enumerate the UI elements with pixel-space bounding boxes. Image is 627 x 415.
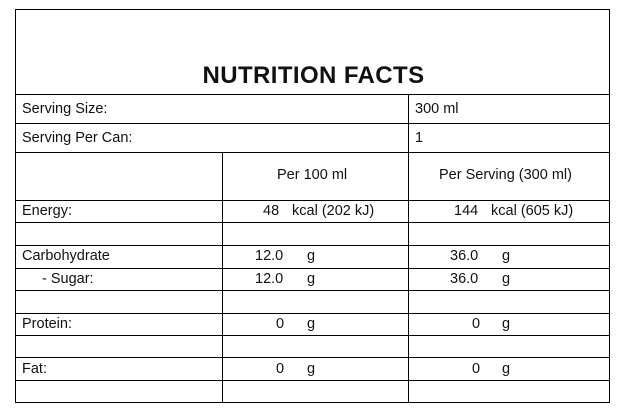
sugar-per-100-unit: g: [307, 271, 316, 287]
column-divider: [408, 152, 409, 403]
fat-per-100-unit: g: [307, 361, 316, 377]
energy-label: Energy:: [22, 203, 72, 219]
energy-per-100-unit: kcal (202 kJ): [292, 203, 375, 219]
energy-per-100-value: 48: [263, 203, 280, 219]
column-header-per-100: Per 100 ml: [277, 167, 348, 183]
protein-per-serving-value: 0: [472, 316, 481, 332]
fat-per-serving-unit: g: [502, 361, 511, 377]
row-divider: [15, 335, 610, 336]
row-divider: [15, 357, 610, 358]
row-divider: [15, 123, 610, 124]
protein-per-100-value: 0: [276, 316, 285, 332]
carbohydrate-per-serving-value: 36.0: [450, 248, 479, 264]
energy-per-serving-unit: kcal (605 kJ): [491, 203, 574, 219]
serving-per-can-value: 1: [415, 130, 424, 146]
row-divider: [15, 245, 610, 246]
table-border-left: [15, 9, 16, 403]
protein-per-serving-unit: g: [502, 316, 511, 332]
fat-label: Fat:: [22, 361, 47, 377]
fat-per-serving-value: 0: [472, 361, 481, 377]
fat-per-100-value: 0: [276, 361, 285, 377]
row-divider: [15, 290, 610, 291]
table-border-bottom: [15, 402, 610, 403]
row-divider: [15, 222, 610, 223]
carbohydrate-per-serving-unit: g: [502, 248, 511, 264]
sugar-per-100-value: 12.0: [255, 271, 284, 287]
carbohydrate-label: Carbohydrate: [22, 248, 110, 264]
row-divider: [15, 380, 610, 381]
protein-per-100-unit: g: [307, 316, 316, 332]
serving-per-can-label: Serving Per Can:: [22, 130, 133, 146]
protein-label: Protein:: [22, 316, 72, 332]
row-divider: [15, 200, 610, 201]
serving-size-label: Serving Size:: [22, 101, 108, 117]
column-divider: [408, 94, 409, 152]
row-divider: [15, 152, 610, 153]
energy-per-serving-value: 144: [454, 203, 479, 219]
sugar-per-serving-unit: g: [502, 271, 511, 287]
serving-size-value: 300 ml: [415, 101, 459, 117]
row-divider: [15, 94, 610, 95]
sugar-label: - Sugar:: [42, 271, 94, 287]
row-divider: [15, 313, 610, 314]
carbohydrate-per-100-value: 12.0: [255, 248, 284, 264]
column-header-per-serving: Per Serving (300 ml): [439, 167, 572, 183]
table-border-top: [15, 9, 610, 10]
table-title: NUTRITION FACTS: [202, 62, 425, 89]
table-border-right: [609, 9, 610, 403]
carbohydrate-per-100-unit: g: [307, 248, 316, 264]
sugar-per-serving-value: 36.0: [450, 271, 479, 287]
row-divider: [15, 268, 610, 269]
column-divider: [222, 152, 223, 403]
